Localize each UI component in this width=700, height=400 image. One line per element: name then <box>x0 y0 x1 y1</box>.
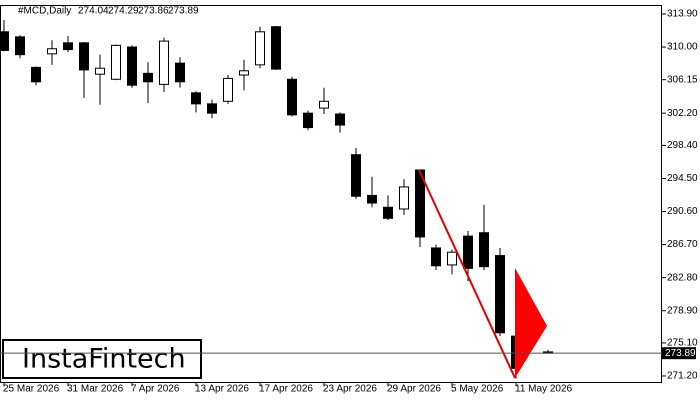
x-tick-label: 31 Mar 2026 <box>67 384 124 395</box>
x-tick-label: 23 Apr 2026 <box>323 384 377 395</box>
candle-body <box>319 100 329 109</box>
y-tick-label: 310.00 <box>667 42 698 53</box>
y-tick-label: 302.20 <box>667 108 698 119</box>
candle-body <box>175 62 185 83</box>
candle-body <box>127 46 137 86</box>
candle-body <box>335 113 345 126</box>
candle-body <box>47 48 57 55</box>
candle-body <box>79 42 89 71</box>
plot-frame <box>0 5 662 383</box>
ohlc-value: 273.86 <box>138 6 169 17</box>
candle-body <box>447 251 457 266</box>
ohlc-value: 273.89 <box>168 6 199 17</box>
candle-body <box>383 206 393 219</box>
candle-body <box>239 70 249 76</box>
x-tick-label: 11 May 2026 <box>515 384 573 395</box>
x-tick-label: 25 Mar 2026 <box>3 384 60 395</box>
candle-body <box>303 112 313 129</box>
x-tick-label: 29 Apr 2026 <box>387 384 441 395</box>
y-tick-label: 278.90 <box>667 305 698 316</box>
price-tag <box>662 347 696 360</box>
candle-body <box>191 92 201 105</box>
price-tag-label: 273.89 <box>665 348 696 359</box>
candle-body <box>287 78 297 116</box>
candle-body <box>223 77 233 102</box>
candle-body <box>15 36 25 56</box>
candle-body <box>479 232 489 268</box>
candle-body <box>111 44 121 80</box>
candle-body <box>431 247 441 267</box>
candle-body <box>255 31 265 66</box>
candle-body <box>495 255 505 334</box>
candle-body <box>463 235 473 269</box>
candle-body <box>95 67 105 75</box>
ohlc-value: 274.04 <box>78 6 109 17</box>
candle-body <box>159 40 169 85</box>
x-tick-label: 5 May 2026 <box>451 384 504 395</box>
candle-body <box>63 42 73 51</box>
x-tick-label: 13 Apr 2026 <box>195 384 249 395</box>
ohlc-value: 274.29 <box>108 6 139 17</box>
y-tick-label: 313.90 <box>667 9 698 20</box>
candle-body <box>271 26 281 70</box>
candle-body <box>31 66 41 83</box>
pattern-pennant <box>515 268 547 378</box>
x-tick-label: 17 Apr 2026 <box>259 384 313 395</box>
logo-box <box>2 339 202 379</box>
candle-body <box>0 31 9 51</box>
y-tick-label: 286.70 <box>667 239 698 250</box>
candle-body <box>207 103 217 114</box>
y-tick-label: 271.20 <box>667 371 698 382</box>
candle-body <box>351 154 361 197</box>
logo-text: InstaFintech <box>22 344 186 375</box>
pattern-pole <box>418 169 516 379</box>
candle-body <box>367 194 377 204</box>
chart-title: #MCD,Daily <box>18 6 71 17</box>
y-tick-label: 290.60 <box>667 206 698 217</box>
y-tick-label: 275.10 <box>667 338 698 349</box>
y-tick-label: 306.15 <box>667 74 698 85</box>
candle-body <box>143 72 153 83</box>
candle-body <box>399 186 409 210</box>
x-tick-label: 7 Apr 2026 <box>131 384 180 395</box>
y-tick-label: 282.80 <box>667 272 698 283</box>
ohlc-header: 274.04 274.29 273.86 273.89 <box>78 6 199 17</box>
y-tick-label: 298.40 <box>667 140 698 151</box>
y-tick-label: 294.50 <box>667 173 698 184</box>
